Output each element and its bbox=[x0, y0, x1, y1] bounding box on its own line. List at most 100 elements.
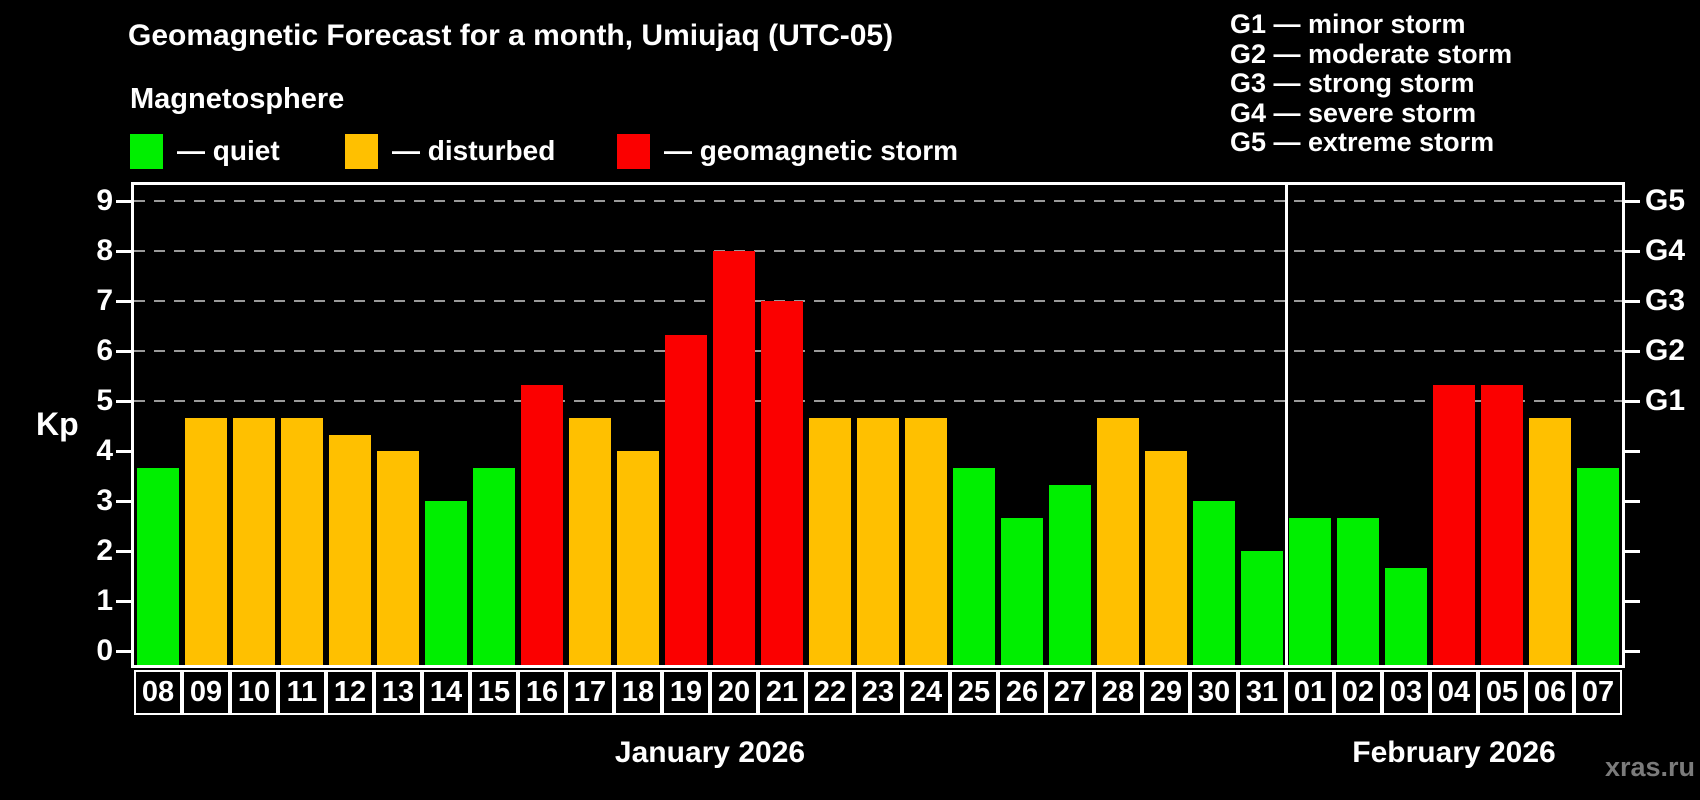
legend-swatch-storm bbox=[617, 133, 650, 169]
day-label-17: 17 bbox=[566, 670, 614, 715]
legend-item-quiet: — quiet bbox=[130, 133, 280, 169]
left-tick-4 bbox=[116, 449, 131, 453]
kp-bar-day-11 bbox=[281, 417, 323, 665]
g-axis-label-G5: G5 bbox=[1645, 184, 1686, 217]
kp-bar-day-07 bbox=[1577, 467, 1619, 665]
y-tick-label-1: 1 bbox=[96, 584, 113, 617]
kp-bar-day-28 bbox=[1097, 417, 1139, 665]
day-label-21: 21 bbox=[758, 670, 806, 715]
day-label-26: 26 bbox=[998, 670, 1046, 715]
g-legend-line-3: G3 — strong storm bbox=[1230, 68, 1475, 98]
kp-bar-day-12 bbox=[329, 434, 371, 665]
month-label-february: February 2026 bbox=[1352, 736, 1556, 769]
y-tick-label-2: 2 bbox=[96, 534, 113, 567]
kp-bar-day-02 bbox=[1337, 517, 1379, 665]
g-legend-line-5: G5 — extreme storm bbox=[1230, 127, 1495, 157]
left-tick-1 bbox=[116, 599, 131, 603]
kp-bar-day-16 bbox=[521, 384, 563, 665]
day-label-28: 28 bbox=[1094, 670, 1142, 715]
right-tick-7 bbox=[1625, 299, 1640, 303]
day-label-06: 06 bbox=[1526, 670, 1574, 715]
day-label-20: 20 bbox=[710, 670, 758, 715]
day-label-29: 29 bbox=[1142, 670, 1190, 715]
day-label-12: 12 bbox=[326, 670, 374, 715]
y-tick-label-6: 6 bbox=[96, 334, 113, 367]
gridline-kp-5 bbox=[134, 400, 1622, 402]
g-axis-label-G1: G1 bbox=[1645, 384, 1686, 417]
day-label-05: 05 bbox=[1478, 670, 1526, 715]
day-label-10: 10 bbox=[230, 670, 278, 715]
kp-bar-day-18 bbox=[617, 451, 659, 665]
day-label-16: 16 bbox=[518, 670, 566, 715]
chart-title: Geomagnetic Forecast for a month, Umiuja… bbox=[128, 19, 894, 52]
kp-bar-day-27 bbox=[1049, 484, 1091, 665]
kp-bar-day-10 bbox=[233, 417, 275, 665]
day-label-30: 30 bbox=[1190, 670, 1238, 715]
g-axis-label-G2: G2 bbox=[1645, 334, 1686, 367]
y-tick-label-7: 7 bbox=[96, 284, 113, 317]
right-tick-4 bbox=[1625, 449, 1640, 453]
right-tick-1 bbox=[1625, 599, 1640, 603]
kp-bar-day-29 bbox=[1145, 451, 1187, 665]
left-tick-2 bbox=[116, 549, 131, 553]
day-label-03: 03 bbox=[1382, 670, 1430, 715]
g-axis-label-G4: G4 bbox=[1645, 234, 1686, 267]
right-tick-9 bbox=[1625, 199, 1640, 203]
day-label-23: 23 bbox=[854, 670, 902, 715]
y-tick-label-0: 0 bbox=[96, 634, 113, 667]
kp-bar-day-22 bbox=[809, 417, 851, 665]
plot-area bbox=[131, 182, 1625, 668]
y-axis-title: Kp bbox=[36, 406, 79, 442]
right-tick-8 bbox=[1625, 249, 1640, 253]
right-tick-6 bbox=[1625, 349, 1640, 353]
right-tick-3 bbox=[1625, 499, 1640, 503]
left-tick-8 bbox=[116, 249, 131, 253]
day-label-14: 14 bbox=[422, 670, 470, 715]
month-divider bbox=[1284, 185, 1288, 665]
day-label-04: 04 bbox=[1430, 670, 1478, 715]
kp-bar-day-19 bbox=[665, 334, 707, 665]
legend-label-storm: — geomagnetic storm bbox=[664, 135, 959, 166]
legend-item-disturbed: — disturbed bbox=[345, 133, 555, 169]
right-tick-2 bbox=[1625, 549, 1640, 553]
kp-bar-day-05 bbox=[1481, 384, 1523, 665]
day-label-31: 31 bbox=[1238, 670, 1286, 715]
g-scale-legend: G1 — minor storm G2 — moderate storm G3 — … bbox=[1230, 9, 1512, 158]
day-label-01: 01 bbox=[1286, 670, 1334, 715]
day-label-25: 25 bbox=[950, 670, 998, 715]
kp-bar-day-23 bbox=[857, 417, 899, 665]
day-label-13: 13 bbox=[374, 670, 422, 715]
g-legend-line-4: G4 — severe storm bbox=[1230, 97, 1477, 128]
left-tick-7 bbox=[116, 299, 131, 303]
g-legend-line-1: G1 — minor storm bbox=[1230, 9, 1466, 39]
y-tick-label-5: 5 bbox=[96, 384, 113, 417]
day-label-19: 19 bbox=[662, 670, 710, 715]
gridline-kp-6 bbox=[134, 350, 1622, 352]
day-label-07: 07 bbox=[1574, 670, 1622, 715]
gridline-kp-8 bbox=[134, 250, 1622, 252]
left-tick-3 bbox=[116, 499, 131, 503]
legend-label-quiet: — quiet bbox=[177, 135, 280, 166]
left-tick-0 bbox=[116, 649, 131, 653]
kp-bar-day-24 bbox=[905, 417, 947, 665]
legend-swatch-quiet bbox=[130, 133, 163, 169]
kp-bar-day-26 bbox=[1001, 517, 1043, 665]
day-label-24: 24 bbox=[902, 670, 950, 715]
day-label-15: 15 bbox=[470, 670, 518, 715]
right-tick-5 bbox=[1625, 399, 1640, 403]
day-label-08: 08 bbox=[134, 670, 182, 715]
watermark: xras.ru bbox=[1604, 752, 1695, 782]
legend-title: Magnetosphere bbox=[130, 83, 345, 115]
legend-label-disturbed: — disturbed bbox=[392, 135, 556, 166]
y-tick-label-3: 3 bbox=[96, 484, 113, 517]
y-tick-label-8: 8 bbox=[96, 234, 113, 267]
day-label-09: 09 bbox=[182, 670, 230, 715]
left-tick-6 bbox=[116, 349, 131, 353]
legend-item-storm: — geomagnetic storm bbox=[617, 133, 958, 169]
kp-bar-day-31 bbox=[1241, 551, 1283, 665]
right-tick-0 bbox=[1625, 649, 1640, 653]
gridline-kp-9 bbox=[134, 200, 1622, 202]
y-tick-label-9: 9 bbox=[96, 184, 113, 217]
kp-bar-day-01 bbox=[1289, 517, 1331, 665]
